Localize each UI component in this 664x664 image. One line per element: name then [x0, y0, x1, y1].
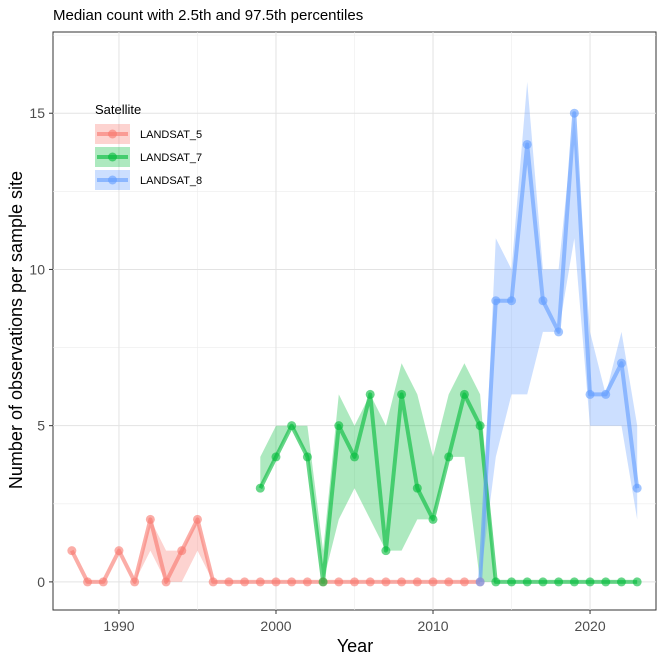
point-landsat-7 [318, 577, 328, 587]
point-landsat-8 [538, 296, 548, 306]
point-landsat-5 [161, 577, 171, 587]
point-landsat-8 [475, 577, 485, 587]
chart-title: Median count with 2.5th and 97.5th perce… [53, 7, 364, 24]
point-landsat-8 [632, 483, 642, 493]
point-landsat-5 [271, 577, 281, 587]
series-points [67, 108, 642, 587]
point-landsat-7 [585, 577, 595, 587]
x-tick-label: 2010 [417, 618, 448, 634]
point-landsat-7 [459, 389, 469, 399]
point-landsat-7 [475, 421, 485, 431]
point-landsat-7 [397, 389, 407, 399]
x-axis-label: Year [337, 636, 373, 656]
point-landsat-5 [428, 577, 438, 587]
point-landsat-5 [192, 514, 202, 524]
point-landsat-5 [130, 577, 140, 587]
point-landsat-7 [287, 421, 297, 431]
point-landsat-5 [224, 577, 234, 587]
legend: Satellite LANDSAT_5 LANDSAT_7 LANDSAT_8 [95, 102, 202, 190]
point-landsat-5 [208, 577, 218, 587]
point-landsat-5 [287, 577, 297, 587]
y-tick-label: 0 [37, 574, 45, 590]
legend-item-landsat-5: LANDSAT_5 [95, 124, 202, 144]
legend-label-landsat-7: LANDSAT_7 [140, 152, 202, 164]
point-landsat-7 [507, 577, 517, 587]
point-landsat-7 [616, 577, 626, 587]
point-landsat-5 [240, 577, 250, 587]
axes: 1990 2000 2010 2020 0 5 10 15 [29, 105, 605, 634]
point-landsat-8 [601, 389, 611, 399]
point-landsat-7 [255, 483, 265, 493]
point-landsat-5 [98, 577, 108, 587]
y-tick-label: 5 [37, 418, 45, 434]
point-landsat-5 [67, 546, 77, 556]
legend-label-landsat-8: LANDSAT_8 [140, 175, 202, 187]
point-landsat-8 [585, 389, 595, 399]
point-landsat-7 [350, 452, 359, 462]
point-landsat-7 [522, 577, 532, 587]
point-landsat-8 [569, 108, 579, 118]
point-landsat-7 [569, 577, 579, 587]
point-landsat-7 [412, 483, 422, 493]
point-landsat-5 [350, 577, 359, 587]
point-landsat-5 [255, 577, 265, 587]
point-landsat-5 [397, 577, 407, 587]
point-landsat-7 [538, 577, 548, 587]
point-landsat-8 [491, 296, 501, 306]
point-landsat-8 [554, 327, 564, 337]
point-landsat-5 [83, 577, 93, 587]
point-landsat-7 [632, 577, 642, 587]
point-landsat-7 [365, 389, 375, 399]
legend-item-landsat-8: LANDSAT_8 [95, 170, 202, 190]
point-landsat-5 [381, 577, 391, 587]
point-landsat-7 [444, 452, 454, 462]
y-tick-label: 10 [29, 261, 45, 277]
point-landsat-5 [444, 577, 454, 587]
x-tick-label: 2020 [574, 618, 605, 634]
point-landsat-7 [554, 577, 564, 587]
point-landsat-7 [334, 421, 344, 431]
point-landsat-8 [522, 139, 532, 149]
legend-item-landsat-7: LANDSAT_7 [95, 147, 202, 167]
point-landsat-5 [302, 577, 312, 587]
point-landsat-8 [616, 358, 626, 368]
point-landsat-5 [459, 577, 469, 587]
legend-title: Satellite [95, 102, 141, 117]
point-landsat-5 [114, 546, 124, 556]
x-tick-label: 2000 [260, 618, 291, 634]
point-landsat-5 [145, 514, 155, 524]
point-landsat-7 [302, 452, 312, 462]
point-landsat-5 [334, 577, 344, 587]
point-landsat-7 [428, 514, 438, 524]
point-landsat-7 [491, 577, 501, 587]
x-tick-label: 1990 [103, 618, 134, 634]
y-tick-label: 15 [29, 105, 45, 121]
point-landsat-5 [177, 546, 187, 556]
y-axis-label: Number of observations per sample site [6, 171, 26, 489]
point-landsat-7 [271, 452, 281, 462]
legend-label-landsat-5: LANDSAT_5 [140, 129, 202, 141]
point-landsat-5 [365, 577, 375, 587]
point-landsat-8 [507, 296, 517, 306]
point-landsat-5 [412, 577, 422, 587]
point-landsat-7 [601, 577, 611, 587]
point-landsat-7 [381, 546, 391, 556]
